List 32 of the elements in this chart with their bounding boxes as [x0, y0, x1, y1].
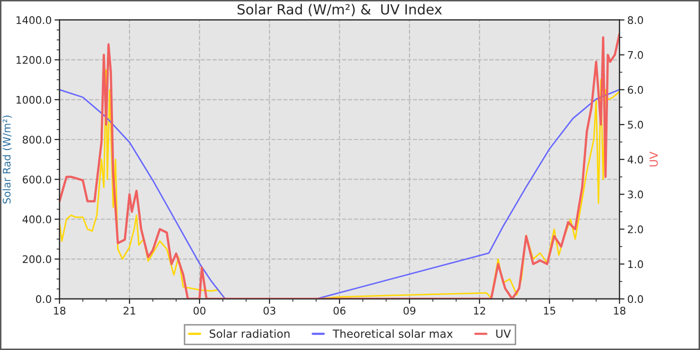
y-tick-label: 600.0 — [22, 176, 52, 184]
x-tick-label: 15 — [544, 306, 556, 315]
x-tick-label: 00 — [194, 306, 206, 315]
y-tick-label: 800.0 — [22, 136, 52, 144]
x-tick-label: 18 — [614, 306, 626, 315]
y-axis-title: Solar Rad (W/m²) — [2, 116, 12, 204]
y-tick-label: 0.0 — [36, 295, 52, 304]
x-tick-label: 18 — [54, 306, 66, 315]
legend-label: UV — [496, 330, 511, 338]
y2-tick-label: 0.0 — [628, 295, 644, 304]
y2-axis-title: UV — [650, 152, 658, 166]
x-tick-label: 03 — [264, 306, 276, 315]
y-tick-label: 1000.0 — [16, 96, 52, 104]
y2-tick-label: 6.0 — [628, 86, 644, 94]
y2-tick-label: 1.0 — [628, 260, 644, 268]
y2-tick-label: 5.0 — [628, 120, 644, 129]
y2-tick-label: 3.0 — [628, 190, 644, 198]
x-tick-label: 09 — [404, 306, 416, 315]
y-tick-label: 1400.0 — [16, 16, 52, 24]
chart-title: Solar Rad (W/m²) & UV Index — [238, 4, 442, 16]
y2-tick-label: 7.0 — [628, 51, 644, 59]
x-tick-label: 12 — [474, 306, 486, 314]
y2-tick-label: 2.0 — [628, 225, 644, 234]
x-tick-label: 06 — [334, 306, 346, 315]
legend-label: Solar radiation — [210, 329, 290, 338]
y-tick-label: 1200.0 — [16, 56, 52, 64]
x-tick-label: 21 — [124, 306, 136, 314]
y-tick-label: 400.0 — [22, 215, 52, 224]
y2-tick-label: 8.0 — [628, 16, 644, 24]
y-tick-label: 200.0 — [22, 255, 52, 264]
y2-tick-label: 4.0 — [628, 156, 644, 164]
legend-label: Theoretical solar max — [332, 329, 453, 338]
